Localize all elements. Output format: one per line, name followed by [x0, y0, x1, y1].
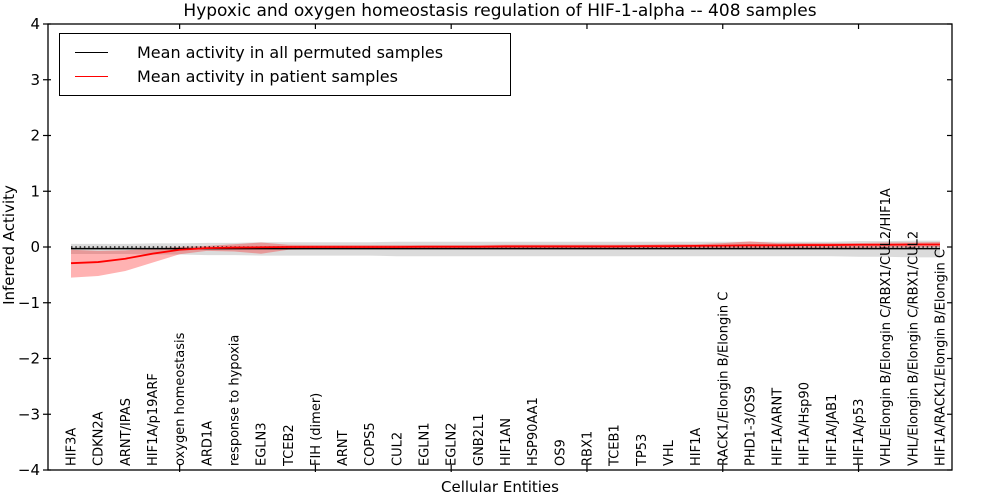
- entity-label: OS9: [553, 439, 568, 466]
- entity-label: HIF1A/p53: [852, 399, 867, 466]
- entity-label: HIF1A: [689, 428, 704, 466]
- entity-label: EGLN1: [418, 422, 433, 466]
- y-tick-label: 0: [30, 238, 40, 256]
- entity-label: EGLN3: [255, 422, 270, 466]
- entity-label: response to hypoxia: [227, 335, 242, 466]
- patient-mean-line: [70, 243, 940, 265]
- entity-label: TP53: [635, 434, 650, 467]
- entity-label: HIF1A/JAB1: [825, 394, 840, 466]
- entity-label: CUL2: [390, 432, 405, 466]
- entity-label: EGLN2: [445, 422, 460, 466]
- legend-item-permuted: Mean activity in all permuted samples: [60, 43, 510, 62]
- entity-label: HIF1AN: [499, 418, 514, 466]
- entity-label: RACK1/Elongin B/Elongin C: [716, 292, 731, 466]
- legend-label-permuted: Mean activity in all permuted samples: [137, 43, 444, 62]
- patient-line-swatch: [75, 76, 108, 77]
- entity-label: HIF1A/ARNT: [771, 388, 786, 466]
- entity-label: HIF1A/p19ARF: [146, 373, 161, 466]
- y-tick-label: −1: [18, 294, 40, 312]
- x-axis-label: Cellular Entities: [441, 478, 559, 496]
- entity-label: ARD1A: [200, 421, 215, 466]
- y-tick-label: 3: [30, 71, 40, 89]
- entity-label: TCEB2: [282, 424, 297, 467]
- legend-box: Mean activity in all permuted samples Me…: [59, 33, 511, 96]
- entity-label: VHL/Elongin B/Elongin C/RBX1/CUL2/HIF1A: [879, 188, 894, 466]
- entity-label: ARNT: [336, 430, 351, 466]
- entity-label: HIF3A: [65, 428, 80, 466]
- y-tick-label: 4: [30, 15, 40, 33]
- entity-label: VHL/Elongin B/Elongin C/RBX1/CUL2: [906, 231, 921, 466]
- chart-title: Hypoxic and oxygen homeostasis regulatio…: [183, 1, 817, 21]
- permuted-line-swatch: [75, 52, 108, 53]
- y-tick-label: 2: [30, 127, 40, 145]
- entity-label: RBX1: [580, 431, 595, 466]
- y-tick-label: −2: [18, 350, 40, 368]
- y-tick-label: 1: [30, 182, 40, 200]
- entity-label: GNB2L1: [472, 413, 487, 466]
- entity-label: TCEB1: [608, 424, 623, 467]
- legend-item-patient: Mean activity in patient samples: [60, 67, 510, 86]
- entity-label: ARNT/IPAS: [119, 398, 134, 466]
- entity-label: HIF1A/RACK1/Elongin B/Elongin C: [934, 249, 949, 466]
- entity-label: COPS5: [363, 422, 378, 466]
- y-tick-label: −3: [18, 405, 40, 423]
- entity-label: HIF1A/Hsp90: [798, 382, 813, 466]
- entity-label: CDKN2A: [92, 411, 107, 466]
- entity-label: HSP90AA1: [526, 397, 541, 466]
- entity-label: FIH (dimer): [309, 393, 324, 466]
- entity-label: PHD1-3/OS9: [743, 386, 758, 466]
- y-axis-label: Inferred Activity: [0, 185, 18, 305]
- y-tick-label: −4: [18, 461, 40, 479]
- entity-label: VHL: [662, 439, 677, 466]
- entity-label: oxygen homeostasis: [173, 332, 188, 466]
- legend-label-patient: Mean activity in patient samples: [137, 67, 398, 86]
